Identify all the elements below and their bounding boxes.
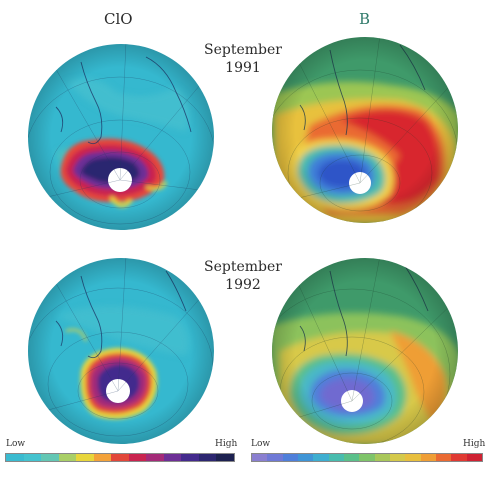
b-scale-high-label: High	[463, 439, 486, 449]
clo-scale-swatch	[23, 454, 42, 461]
clo-scale-swatch	[163, 454, 182, 461]
caption-1992-year: 1992	[225, 277, 261, 293]
b-scale-swatch	[343, 454, 360, 461]
caption-september-1991: September 1991	[183, 41, 303, 77]
b-scale-low-label: Low	[251, 439, 271, 449]
clo-scale-low-label: Low	[6, 439, 26, 449]
caption-1991-year: 1991	[225, 60, 261, 76]
caption-1991-month: September	[204, 42, 282, 58]
clo-scale-high-label: High	[215, 439, 238, 449]
b-scale-swatch	[374, 454, 390, 461]
clo-color-scale-bar	[5, 453, 235, 462]
globe-clo-1991	[28, 44, 214, 230]
b-scale-swatch	[328, 454, 344, 461]
b-column-title: B	[359, 10, 371, 28]
b-scale-swatch	[313, 454, 329, 461]
clo-scale-swatch	[181, 454, 199, 461]
b-scale-swatch	[252, 454, 268, 461]
clo-scale-swatch	[6, 454, 24, 461]
b-scale-swatch	[405, 454, 421, 461]
b-scale-swatch	[466, 454, 482, 461]
b-scale-swatch	[389, 454, 406, 461]
globe-b-1991	[272, 37, 458, 223]
b-scale-swatch	[282, 454, 298, 461]
clo-scale-swatch	[146, 454, 164, 461]
clo-scale-swatch	[216, 454, 234, 461]
clo-scale-swatch	[58, 454, 77, 461]
b-color-scale-bar	[251, 453, 483, 462]
b-scale-swatch	[297, 454, 314, 461]
caption-september-1992: September 1992	[183, 258, 303, 294]
clo-scale-swatch	[93, 454, 112, 461]
b-scale-swatch	[267, 454, 283, 461]
clo-scale-swatch	[128, 454, 147, 461]
b-scale-swatch	[420, 454, 436, 461]
clo-scale-swatch	[198, 454, 217, 461]
globe-b-1992	[272, 258, 458, 444]
b-scale-swatch	[359, 454, 375, 461]
clo-scale-swatch	[41, 454, 59, 461]
b-scale-swatch	[435, 454, 452, 461]
clo-column-title: ClO	[104, 10, 133, 28]
globe-clo-1992	[28, 258, 214, 444]
caption-1992-month: September	[204, 259, 282, 275]
clo-scale-swatch	[76, 454, 94, 461]
b-scale-swatch	[451, 454, 467, 461]
clo-scale-swatch	[111, 454, 129, 461]
